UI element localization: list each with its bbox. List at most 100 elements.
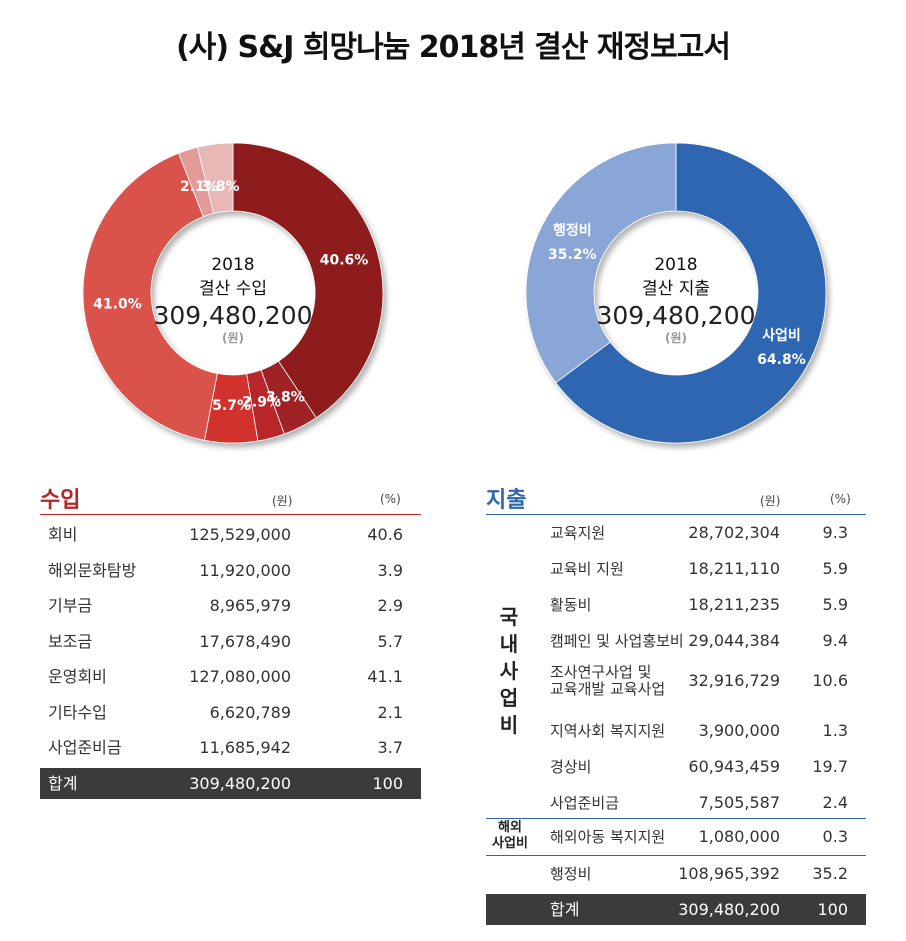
expense-row: 활동비 18,211,235 5.9: [486, 588, 866, 622]
income-item-name: 기타수입: [48, 702, 107, 722]
expense-center-value: 309,480,200: [596, 301, 755, 330]
page-title: (사) S&J 희망나눔 2018년 결산 재정보고서: [176, 30, 731, 65]
expense-item-pct: 0.3: [822, 827, 848, 846]
expense-item-pct: 1.3: [822, 721, 848, 740]
income-total-pct: 100: [372, 774, 403, 793]
expense-item-pct: 5.9: [822, 595, 848, 614]
expense-item-name-line1: 조사연구사업 및: [550, 663, 652, 681]
expense-center-year: 2018: [654, 255, 697, 275]
expense-item-amount: 18,211,235: [688, 595, 780, 614]
domestic-label-char: 내: [499, 632, 519, 656]
income-unit-pct: (%): [380, 492, 401, 506]
income-item-pct: 2.9: [377, 596, 403, 615]
expense-slice-label: 64.8%: [757, 352, 806, 368]
expense-item-pct: 5.9: [822, 559, 848, 578]
expense-item-name-line2: 교육개발 교육사업: [550, 680, 666, 698]
income-row: 운영회비 127,080,000 41.1: [40, 660, 421, 694]
expense-item-pct: 10.6: [812, 671, 848, 690]
income-item-pct: 3.7: [377, 738, 403, 757]
expense-center-unit: (원): [665, 331, 687, 345]
income-total-row: 합계 309,480,200 100: [40, 768, 421, 799]
domestic-label-char: 국: [499, 605, 519, 629]
income-center-unit: (원): [222, 331, 244, 345]
income-item-name: 보조금: [48, 631, 93, 651]
expense-total-row: 합계 309,480,200 100: [486, 894, 866, 925]
overseas-divider-bottom: [486, 855, 866, 856]
income-slice-label: 40.6%: [320, 252, 369, 268]
income-row: 해외문화탐방 11,920,000 3.9: [40, 554, 421, 588]
income-item-name: 사업준비금: [48, 738, 122, 757]
income-item-amount: 11,920,000: [199, 560, 291, 580]
overseas-label-line2: 사업비: [492, 836, 528, 851]
expense-total-label: 합계: [550, 900, 580, 919]
income-total-label: 합계: [48, 774, 78, 793]
expense-slice: [525, 142, 677, 384]
income-total-amount: 309,480,200: [189, 774, 291, 793]
expense-item-pct: 9.4: [822, 631, 848, 650]
expense-table-title: 지출: [486, 488, 527, 513]
income-item-pct: 2.1: [377, 702, 403, 722]
domestic-label-char: 사: [499, 659, 519, 683]
expense-row: 행정비 108,965,392 35.2: [486, 857, 866, 891]
expense-item-amount: 1,080,000: [698, 827, 780, 846]
expense-item-amount: 28,702,304: [688, 523, 780, 542]
expense-item-name: 행정비: [550, 865, 592, 883]
income-item-pct: 5.7: [377, 631, 403, 651]
expense-item-name: 캠페인 및 사업홍보비: [550, 632, 684, 650]
income-item-pct: 41.1: [367, 667, 403, 686]
expense-header-divider: [486, 514, 866, 515]
income-row: 기부금 8,965,979 2.9: [40, 589, 421, 623]
expense-item-amount: 7,505,587: [698, 793, 780, 812]
expense-slice: [555, 142, 827, 444]
income-donut-chart: 40.6%3.8%2.9%5.7%41.0%2.1%3.8% 2018 결산 수…: [82, 142, 384, 444]
income-slice-label: 3.8%: [266, 389, 305, 405]
income-item-name: 회비: [48, 525, 78, 544]
income-header-divider: [40, 514, 421, 515]
expense-item-name: 교육지원: [550, 524, 606, 542]
expense-item-pct: 9.3: [822, 523, 848, 542]
expense-item-amount: 18,211,110: [688, 559, 780, 578]
income-item-amount: 8,965,979: [209, 596, 291, 615]
income-slice: [197, 142, 234, 214]
income-slice-label: 2.9%: [242, 394, 281, 410]
income-item-name: 기부금: [48, 596, 93, 615]
income-item-amount: 6,620,789: [209, 702, 291, 722]
income-row: 회비 125,529,000 40.6: [40, 518, 421, 552]
income-slice-label: 2.1%: [180, 179, 219, 195]
expense-item-amount: 3,900,000: [698, 721, 780, 740]
expense-total-amount: 309,480,200: [678, 900, 780, 919]
expense-row: 사업준비금 7,505,587 2.4: [486, 786, 866, 820]
expense-total-pct: 100: [817, 900, 848, 919]
expense-row: 경상비 60,943,459 19.7: [486, 750, 866, 784]
income-table-title: 수입: [40, 488, 81, 513]
income-item-pct: 3.9: [377, 560, 403, 580]
expense-item-amount: 32,916,729: [688, 671, 780, 690]
expense-item-pct: 19.7: [812, 757, 848, 776]
expense-row: 교육지원 28,702,304 9.3: [486, 516, 866, 550]
income-center-year: 2018: [211, 255, 254, 275]
income-item-amount: 127,080,000: [189, 667, 291, 686]
income-table: 수입 (원) (%) 회비 125,529,000 40.6 해외문화탐방 11,920…: [40, 482, 421, 802]
expense-item-name: 지역사회 복지지원: [550, 722, 666, 740]
expense-row: 캠페인 및 사업홍보비 29,044,384 9.4: [486, 624, 866, 658]
expense-slice-name: 사업비: [762, 328, 801, 344]
income-slice-label: 41.0%: [93, 296, 142, 312]
income-slice: [232, 142, 384, 419]
income-slice-label: 3.8%: [201, 179, 240, 195]
expense-item-name: 활동비: [550, 596, 592, 614]
expense-item-amount: 60,943,459: [688, 757, 780, 776]
expense-item-name: 해외아동 복지지원: [550, 828, 666, 846]
income-item-amount: 11,685,942: [199, 738, 291, 757]
expense-slice-label: 35.2%: [548, 247, 597, 263]
income-center-value: 309,480,200: [153, 301, 312, 330]
income-item-amount: 125,529,000: [189, 525, 291, 544]
income-item-pct: 40.6: [367, 525, 403, 544]
expense-item-pct: 35.2: [812, 864, 848, 883]
expense-row: 해외아동 복지지원 1,080,000 0.3: [486, 820, 866, 854]
expense-item-amount: 108,965,392: [678, 864, 780, 883]
domestic-label-char: 비: [499, 713, 519, 737]
income-row: 사업준비금 11,685,942 3.7: [40, 731, 421, 765]
